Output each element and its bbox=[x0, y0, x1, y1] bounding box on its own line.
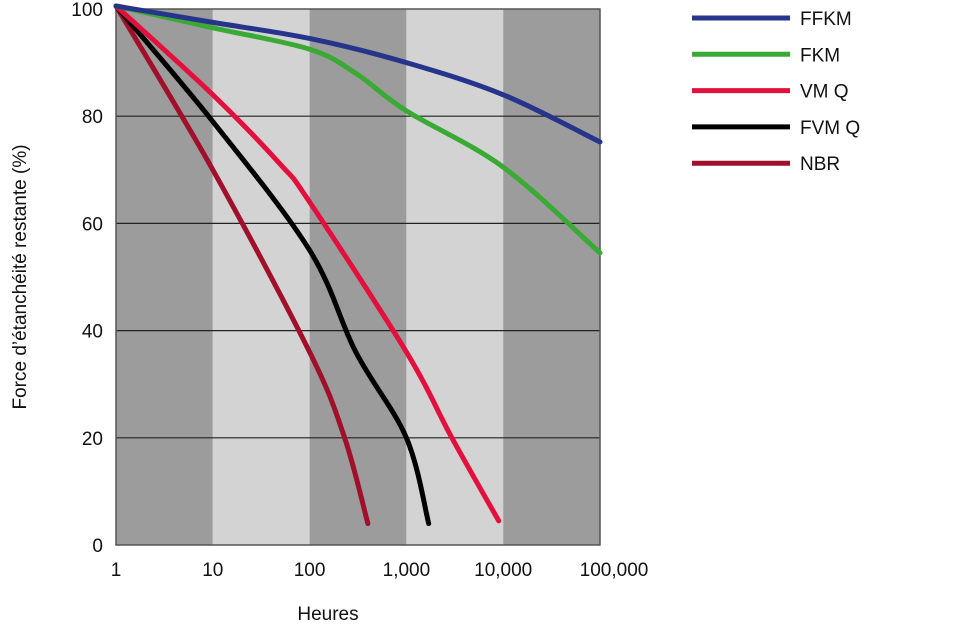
legend-label: FKM bbox=[800, 45, 840, 66]
series-line-ffkm bbox=[113, 3, 603, 145]
y-axis-label: Force d’étanchéité restante (%) bbox=[10, 144, 31, 409]
background-bands bbox=[116, 9, 600, 545]
legend: FFKM FKM VM Q FVM Q NBR bbox=[692, 9, 860, 175]
y-tick-labels: 0 20 40 60 80 100 bbox=[71, 0, 103, 557]
band bbox=[212, 9, 310, 545]
series-line-fvm-q bbox=[113, 3, 432, 527]
legend-label: VM Q bbox=[800, 82, 849, 103]
y-tick-label: 80 bbox=[82, 107, 103, 128]
x-tick-label: 1 bbox=[111, 560, 122, 581]
series-line-nbr bbox=[113, 3, 371, 527]
gridlines bbox=[116, 115, 600, 439]
y-tick-label: 0 bbox=[92, 536, 103, 557]
legend-label: FFKM bbox=[800, 9, 852, 30]
legend-label: FVM Q bbox=[800, 118, 860, 139]
y-tick-label: 40 bbox=[82, 322, 103, 343]
x-tick-label: 10,000 bbox=[474, 560, 532, 581]
x-tick-label: 1,000 bbox=[383, 560, 431, 581]
band bbox=[406, 9, 504, 545]
x-tick-label: 10 bbox=[202, 560, 223, 581]
y-tick-label: 100 bbox=[71, 0, 103, 21]
x-axis-label: Heures bbox=[297, 604, 358, 625]
x-tick-label: 100 bbox=[294, 560, 326, 581]
band bbox=[503, 9, 600, 545]
series-lines bbox=[113, 3, 603, 527]
x-tick-label: 100,000 bbox=[580, 560, 649, 581]
plot-frame bbox=[115, 8, 601, 546]
y-tick-label: 60 bbox=[82, 214, 103, 235]
series-line-fkm bbox=[113, 3, 603, 256]
legend-label: NBR bbox=[800, 154, 840, 175]
x-tick-labels: 1 10 100 1,000 10,000 100,000 bbox=[111, 560, 649, 581]
y-tick-label: 20 bbox=[82, 429, 103, 450]
series-line-vm-q bbox=[113, 3, 502, 524]
